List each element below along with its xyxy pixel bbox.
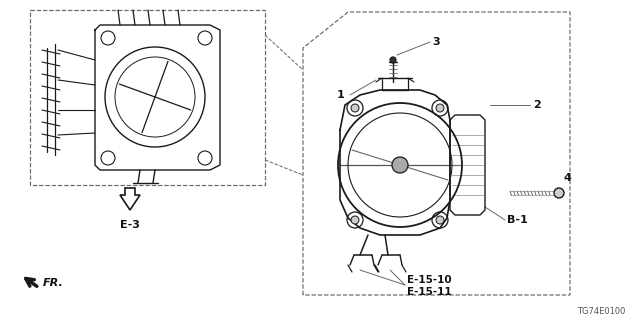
Text: 2: 2 <box>533 100 541 110</box>
Polygon shape <box>120 188 140 210</box>
Text: E-3: E-3 <box>120 220 140 230</box>
Circle shape <box>392 157 408 173</box>
Text: 4: 4 <box>563 173 571 183</box>
Text: TG74E0100: TG74E0100 <box>577 308 625 316</box>
Circle shape <box>351 104 359 112</box>
Circle shape <box>554 188 564 198</box>
Text: E-15-11: E-15-11 <box>407 287 452 297</box>
Text: E-15-10: E-15-10 <box>407 275 452 285</box>
Text: FR.: FR. <box>43 278 64 288</box>
Text: B-1: B-1 <box>507 215 528 225</box>
Circle shape <box>436 104 444 112</box>
Text: 3: 3 <box>432 37 440 47</box>
Circle shape <box>351 216 359 224</box>
Text: 1: 1 <box>336 90 344 100</box>
Circle shape <box>436 216 444 224</box>
Circle shape <box>390 57 396 63</box>
